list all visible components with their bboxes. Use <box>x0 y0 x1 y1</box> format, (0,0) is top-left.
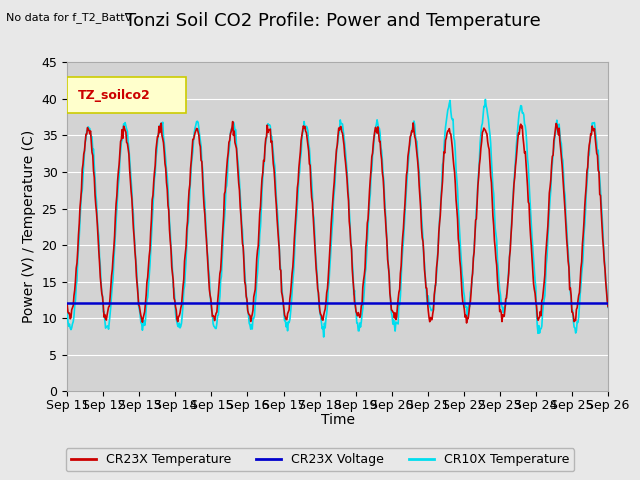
X-axis label: Time: Time <box>321 413 355 427</box>
Text: No data for f_T2_BattV: No data for f_T2_BattV <box>6 12 132 23</box>
Text: Tonzi Soil CO2 Profile: Power and Temperature: Tonzi Soil CO2 Profile: Power and Temper… <box>125 12 541 30</box>
Legend: CR23X Temperature, CR23X Voltage, CR10X Temperature: CR23X Temperature, CR23X Voltage, CR10X … <box>66 448 574 471</box>
Y-axis label: Power (V) / Temperature (C): Power (V) / Temperature (C) <box>22 130 36 324</box>
FancyBboxPatch shape <box>67 77 186 113</box>
Text: TZ_soilco2: TZ_soilco2 <box>78 89 151 102</box>
